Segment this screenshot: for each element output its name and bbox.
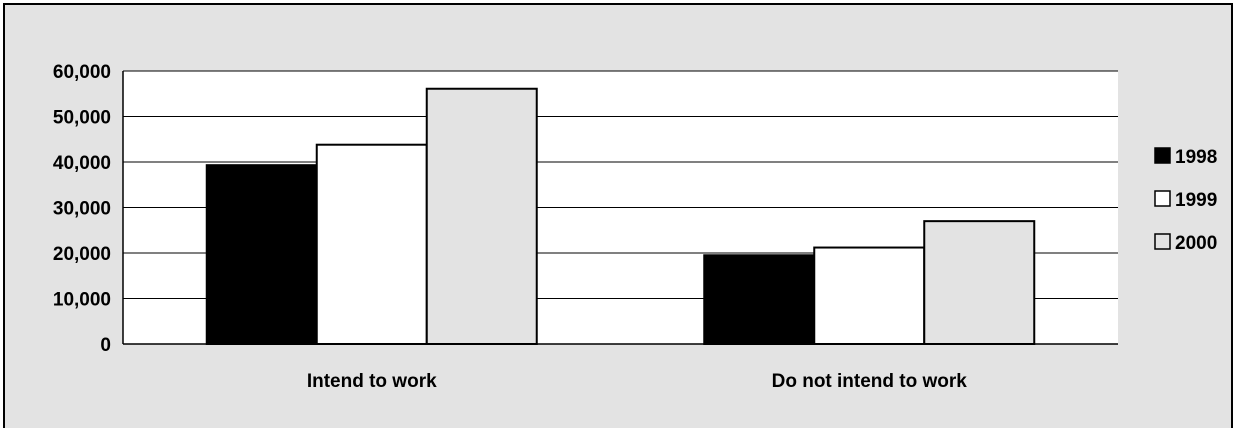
axes bbox=[122, 71, 1118, 345]
legend-label-1999: 1999 bbox=[1175, 190, 1217, 211]
bar-2000-not-intend bbox=[923, 220, 1036, 345]
legend: 1998 1999 2000 bbox=[1154, 147, 1217, 254]
category-labels: Intend to work Do not intend to work bbox=[307, 371, 967, 392]
bar-1998-intend bbox=[205, 164, 318, 345]
y-tick-label: 60,000 bbox=[53, 62, 111, 83]
y-tick-label: 40,000 bbox=[53, 153, 111, 174]
bar-1999-not-intend bbox=[813, 246, 926, 345]
y-tick-label: 10,000 bbox=[53, 290, 111, 311]
category-label: Intend to work bbox=[307, 371, 437, 392]
bar-1998-not-intend bbox=[703, 254, 816, 345]
y-tick-label: 50,000 bbox=[53, 108, 111, 129]
legend-swatch-2000 bbox=[1154, 233, 1171, 250]
y-tick-label: 30,000 bbox=[53, 199, 111, 220]
legend-label-1998: 1998 bbox=[1175, 147, 1217, 168]
bar-2000-intend bbox=[425, 87, 538, 346]
category-label: Do not intend to work bbox=[772, 371, 968, 392]
bar-1999-intend bbox=[315, 143, 428, 345]
y-tick-label: 0 bbox=[100, 335, 111, 356]
legend-swatch-1998 bbox=[1154, 147, 1171, 164]
legend-label-2000: 2000 bbox=[1175, 233, 1217, 254]
bar-chart: 0 10,000 20,000 30,000 40,000 50,000 60,000 In… bbox=[53, 62, 1217, 392]
y-tick-labels: 0 10,000 20,000 30,000 40,000 50,000 60,000 bbox=[53, 62, 111, 356]
y-tick-label: 20,000 bbox=[53, 244, 111, 265]
bars bbox=[205, 87, 1036, 346]
legend-swatch-1999 bbox=[1154, 190, 1171, 207]
chart-area: 0 10,000 20,000 30,000 40,000 50,000 60,000 In… bbox=[3, 3, 1233, 428]
